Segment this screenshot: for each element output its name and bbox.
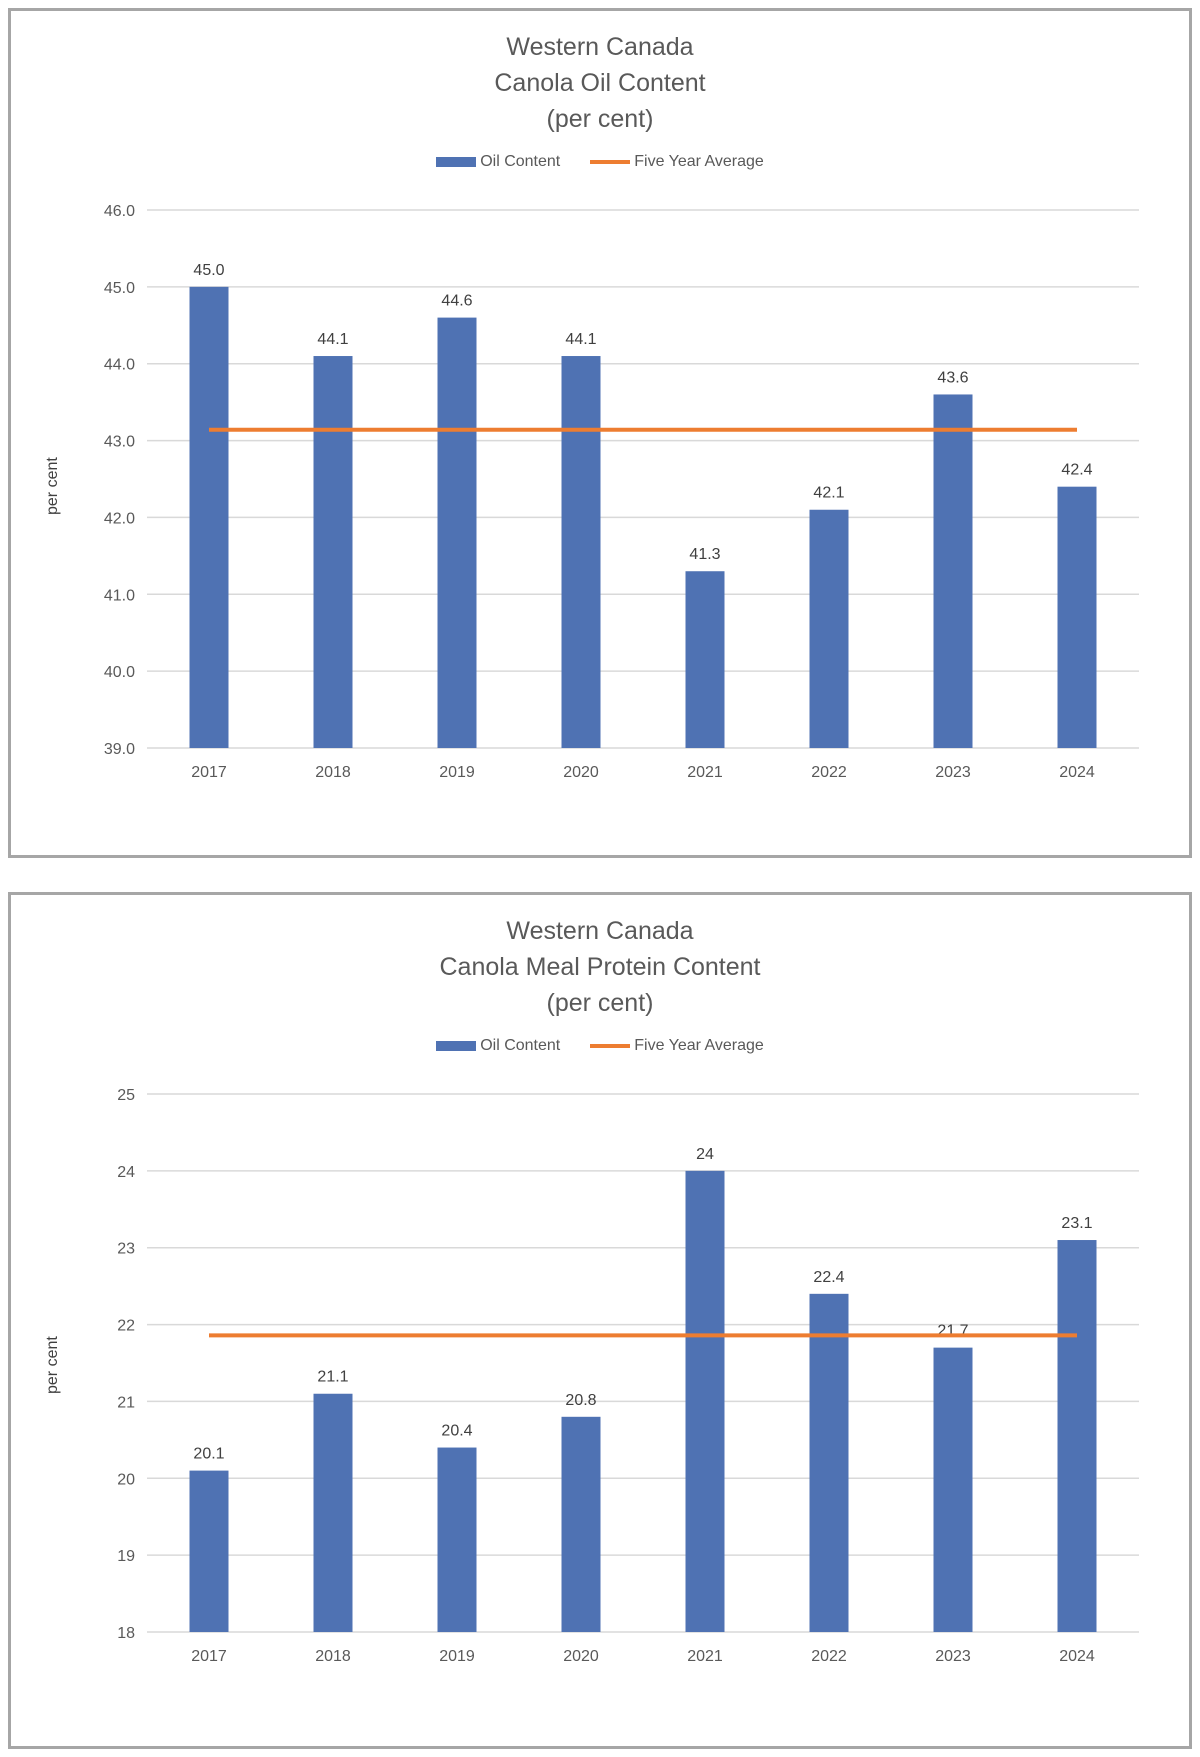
y-tick-label: 21	[117, 1394, 135, 1411]
y-tick-label: 22	[117, 1318, 135, 1335]
bar	[189, 286, 229, 748]
x-tick-label: 2017	[191, 764, 227, 781]
legend-bar-label: Oil Content	[480, 1037, 561, 1054]
bar	[437, 317, 477, 748]
legend-line-label: Five Year Average	[634, 1037, 764, 1054]
y-tick-label: 40.0	[104, 664, 135, 681]
protein-content-chart: Western Canada Canola Meal Protein Conte…	[8, 892, 1192, 1749]
bar	[685, 1170, 725, 1632]
x-tick-label: 2019	[439, 764, 475, 781]
x-tick-label: 2020	[563, 764, 599, 781]
chart-title-line-1: Western Canada	[506, 33, 694, 61]
data-label: 20.1	[193, 1446, 224, 1463]
y-tick-label: 20	[117, 1471, 135, 1488]
x-tick-label: 2018	[315, 1648, 351, 1665]
x-tick-label: 2020	[563, 1648, 599, 1665]
bar	[1057, 486, 1097, 748]
data-label: 20.4	[441, 1423, 472, 1440]
x-tick-label: 2023	[935, 1648, 971, 1665]
y-tick-label: 44.0	[104, 357, 135, 374]
legend-bar-label: Oil Content	[480, 153, 561, 170]
oil-content-chart: Western Canada Canola Oil Content (per c…	[8, 8, 1192, 858]
chart-title-line-2: Canola Meal Protein Content	[439, 953, 761, 981]
y-tick-label: 24	[117, 1164, 135, 1181]
y-tick-label: 39.0	[104, 741, 135, 758]
legend-line-swatch	[590, 160, 631, 164]
data-label: 45.0	[193, 262, 224, 279]
bar	[1057, 1240, 1097, 1632]
bar	[685, 571, 725, 748]
x-tick-label: 2024	[1059, 1648, 1095, 1665]
x-tick-label: 2022	[811, 764, 847, 781]
data-label: 20.8	[565, 1392, 596, 1409]
bar	[933, 1347, 973, 1632]
data-label: 21.1	[317, 1369, 348, 1386]
y-tick-label: 18	[117, 1625, 135, 1642]
bar	[933, 394, 973, 748]
legend-bar-swatch	[436, 157, 477, 167]
y-tick-label: 19	[117, 1548, 135, 1565]
data-label: 41.3	[689, 546, 720, 563]
legend-line-swatch	[590, 1044, 631, 1048]
x-tick-label: 2024	[1059, 764, 1095, 781]
x-tick-label: 2018	[315, 764, 351, 781]
x-tick-label: 2021	[687, 1648, 723, 1665]
chart-title: Western Canada Canola Meal Protein Conte…	[11, 913, 1189, 1021]
bar	[561, 1416, 601, 1632]
y-tick-label: 25	[117, 1087, 135, 1104]
bar	[313, 356, 353, 748]
x-tick-label: 2019	[439, 1648, 475, 1665]
data-label: 44.1	[565, 331, 596, 348]
chart-plot-area: 39.0 40.0 41.0 42.0 43.0 44.0 45.0 46.0 45.0 2017…	[104, 203, 1139, 781]
chart-plot-area: 181920212223242520.1201721.1201820.42019…	[117, 1087, 1139, 1665]
data-label: 24	[696, 1146, 714, 1163]
chart-title-line-2: Canola Oil Content	[494, 69, 706, 97]
y-tick-label: 41.0	[104, 587, 135, 604]
chart-legend: Oil Content Five Year Average	[11, 153, 1189, 171]
y-tick-label: 46.0	[104, 203, 135, 220]
chart-legend: Oil Content Five Year Average	[11, 1037, 1189, 1055]
legend-item-line: Five Year Average	[590, 153, 764, 171]
legend-item-line: Five Year Average	[590, 1037, 764, 1055]
bar	[189, 1470, 229, 1632]
x-tick-label: 2022	[811, 1648, 847, 1665]
legend-bar-swatch	[436, 1041, 477, 1051]
x-tick-label: 2023	[935, 764, 971, 781]
bar	[809, 509, 849, 748]
chart-title-line-3: (per cent)	[546, 105, 654, 133]
data-label: 44.6	[441, 293, 472, 310]
data-label: 42.4	[1061, 462, 1092, 479]
y-tick-label: 45.0	[104, 280, 135, 297]
data-label: 44.1	[317, 331, 348, 348]
data-label: 42.1	[813, 485, 844, 502]
bar	[809, 1293, 849, 1632]
data-label: 23.1	[1061, 1215, 1092, 1232]
y-tick-label: 23	[117, 1241, 135, 1258]
y-tick-label: 43.0	[104, 434, 135, 451]
chart-title-line-3: (per cent)	[546, 989, 654, 1017]
bar	[561, 356, 601, 748]
legend-line-label: Five Year Average	[634, 153, 764, 170]
bar	[437, 1447, 477, 1632]
chart-title: Western Canada Canola Oil Content (per c…	[11, 29, 1189, 137]
data-label: 22.4	[813, 1269, 844, 1286]
x-tick-label: 2021	[687, 764, 723, 781]
chart-title-line-1: Western Canada	[506, 917, 694, 945]
legend-item-bar: Oil Content	[436, 1037, 560, 1055]
data-label: 43.6	[937, 369, 968, 386]
legend-item-bar: Oil Content	[436, 153, 560, 171]
x-tick-label: 2017	[191, 1648, 227, 1665]
y-tick-label: 42.0	[104, 510, 135, 527]
bar	[313, 1393, 353, 1632]
